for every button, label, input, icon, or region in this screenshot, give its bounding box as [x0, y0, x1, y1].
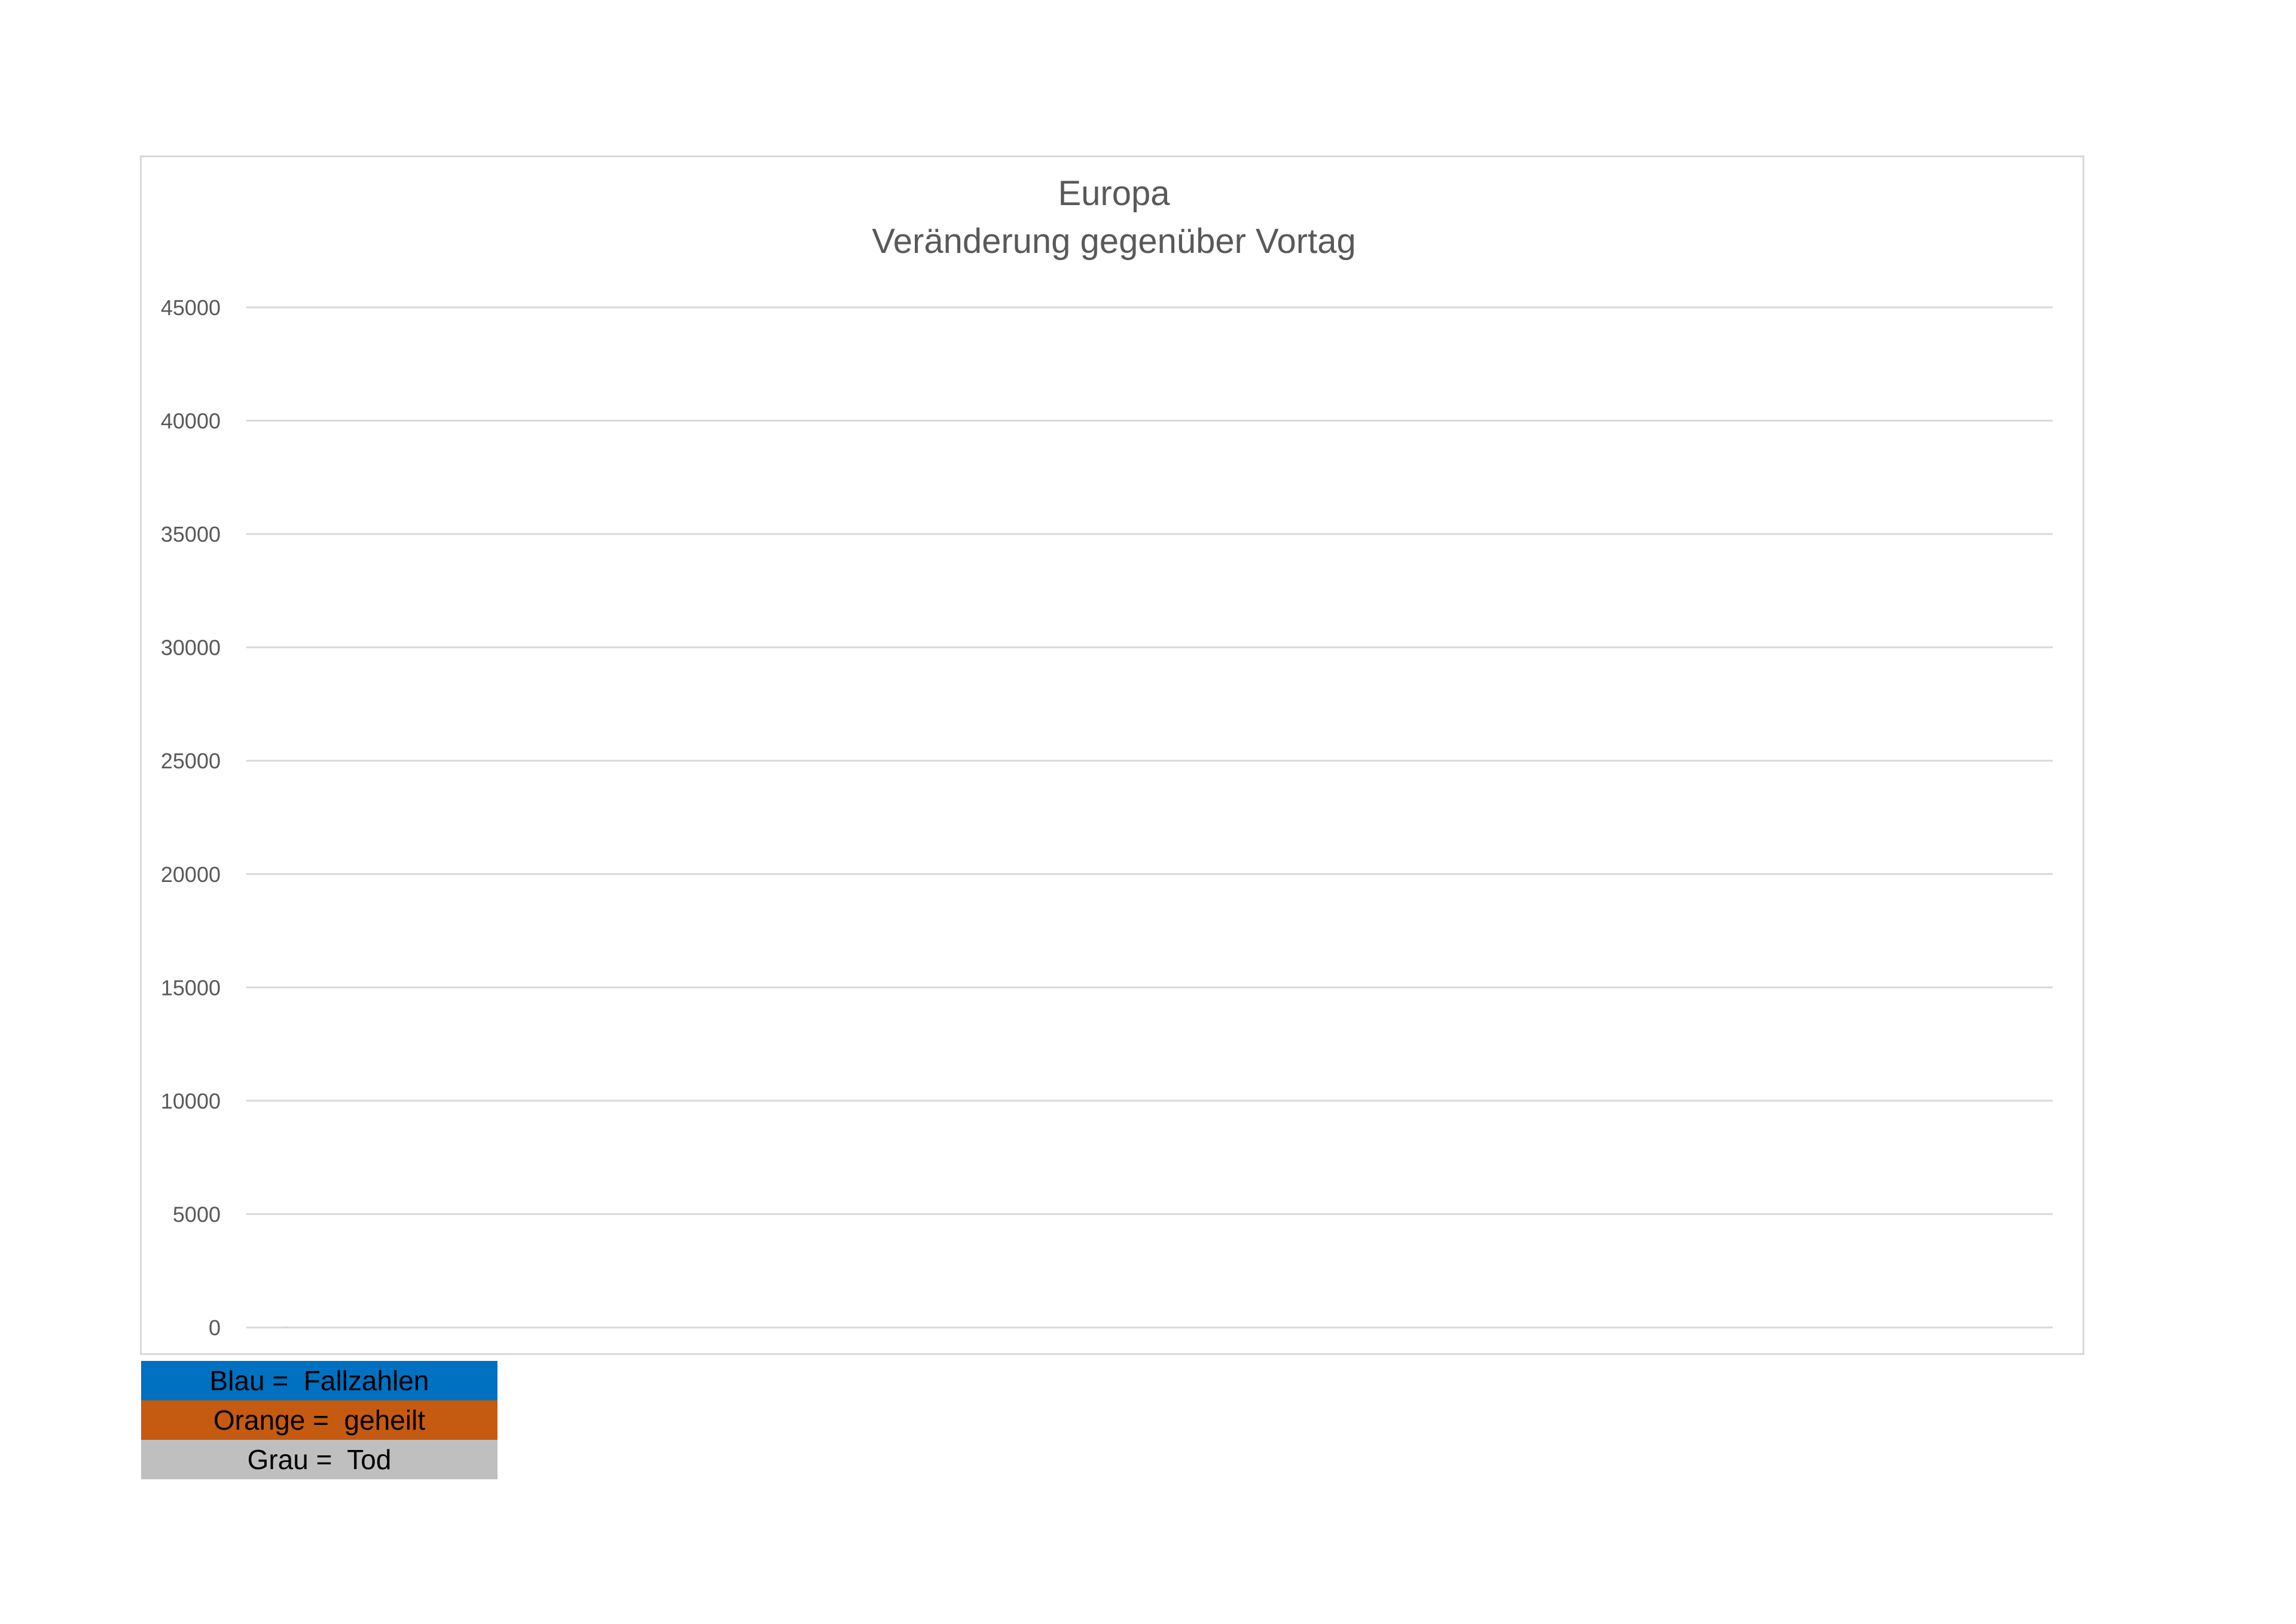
y-tick-label: 40000 [161, 409, 221, 434]
y-tick-label: 30000 [161, 636, 221, 660]
y-tick-label: 15000 [161, 975, 221, 1000]
chart-svg: Europa Veränderung gegenüber Vortag 0 500… [161, 174, 2053, 1340]
y-tick-label: 25000 [161, 749, 221, 773]
chart-title: Europa [1058, 174, 1170, 213]
gridlines [246, 306, 2053, 1329]
legend-grey: Grau = Tod [141, 1440, 497, 1479]
y-axis-ticks: 0 5000 10000 15000 20000 25000 30000 35000 40000… [161, 295, 221, 1340]
y-tick-label: 5000 [173, 1202, 221, 1226]
chart-subtitle: Veränderung gegenüber Vortag [872, 222, 1355, 261]
y-tick-label: 20000 [161, 862, 221, 887]
y-tick-label: 35000 [161, 522, 221, 547]
legend-orange: Orange = geheilt [141, 1400, 497, 1440]
y-tick-label: 10000 [161, 1089, 221, 1113]
y-tick-label: 0 [209, 1315, 221, 1340]
chart-frame: Europa Veränderung gegenüber Vortag 0 500… [140, 155, 2084, 1355]
legend-blue: Blau = Fallzahlen [141, 1361, 497, 1400]
y-tick-label: 45000 [161, 295, 221, 320]
